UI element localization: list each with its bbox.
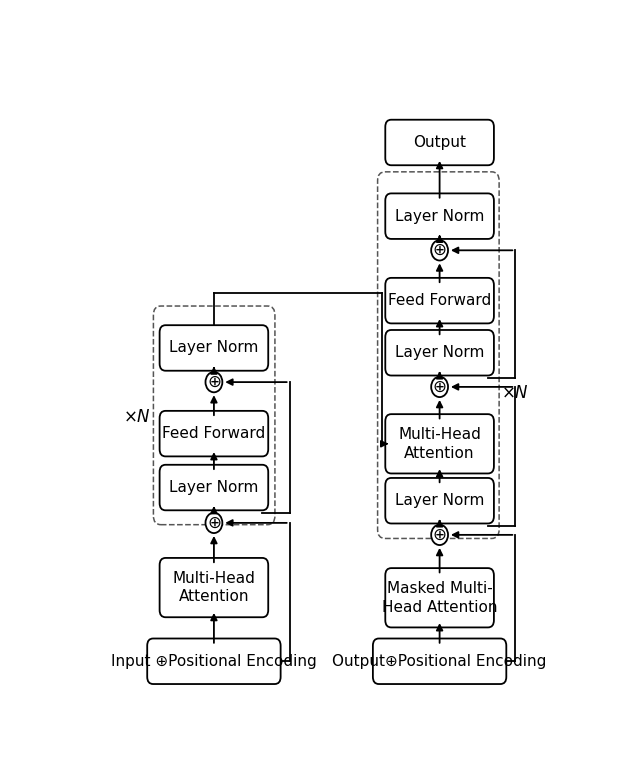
Text: ⊕: ⊕ xyxy=(433,378,447,396)
Circle shape xyxy=(205,513,222,533)
Text: Output⊕Positional Encoding: Output⊕Positional Encoding xyxy=(332,654,547,669)
Text: Layer Norm: Layer Norm xyxy=(395,493,484,508)
Text: Output: Output xyxy=(413,135,466,150)
FancyBboxPatch shape xyxy=(159,464,268,510)
Text: Layer Norm: Layer Norm xyxy=(395,209,484,223)
FancyBboxPatch shape xyxy=(385,568,494,627)
FancyBboxPatch shape xyxy=(385,194,494,239)
Text: Layer Norm: Layer Norm xyxy=(169,341,259,356)
Circle shape xyxy=(431,240,448,261)
Text: Multi-Head
Attention: Multi-Head Attention xyxy=(398,427,481,461)
Circle shape xyxy=(431,524,448,545)
Circle shape xyxy=(205,372,222,392)
Text: ⊕: ⊕ xyxy=(207,373,221,391)
Circle shape xyxy=(431,377,448,397)
Text: ⊕: ⊕ xyxy=(433,526,447,544)
FancyBboxPatch shape xyxy=(385,414,494,474)
FancyBboxPatch shape xyxy=(159,558,268,617)
Text: Layer Norm: Layer Norm xyxy=(395,345,484,360)
Text: ⊕: ⊕ xyxy=(433,241,447,259)
FancyBboxPatch shape xyxy=(147,639,280,684)
Text: $\times N$: $\times N$ xyxy=(123,408,151,426)
Text: Feed Forward: Feed Forward xyxy=(163,426,266,441)
Text: Multi-Head
Attention: Multi-Head Attention xyxy=(173,571,255,605)
FancyBboxPatch shape xyxy=(385,478,494,524)
Text: Masked Multi-
Head Attention: Masked Multi- Head Attention xyxy=(382,581,497,615)
Text: ⊕: ⊕ xyxy=(207,514,221,532)
Text: $\times N$: $\times N$ xyxy=(500,384,529,402)
FancyBboxPatch shape xyxy=(373,639,506,684)
Text: Input ⊕Positional Encoding: Input ⊕Positional Encoding xyxy=(111,654,317,669)
FancyBboxPatch shape xyxy=(385,120,494,165)
FancyBboxPatch shape xyxy=(385,330,494,376)
Text: Layer Norm: Layer Norm xyxy=(169,480,259,495)
FancyBboxPatch shape xyxy=(159,325,268,371)
FancyBboxPatch shape xyxy=(385,278,494,324)
Text: Feed Forward: Feed Forward xyxy=(388,293,492,308)
FancyBboxPatch shape xyxy=(159,411,268,457)
